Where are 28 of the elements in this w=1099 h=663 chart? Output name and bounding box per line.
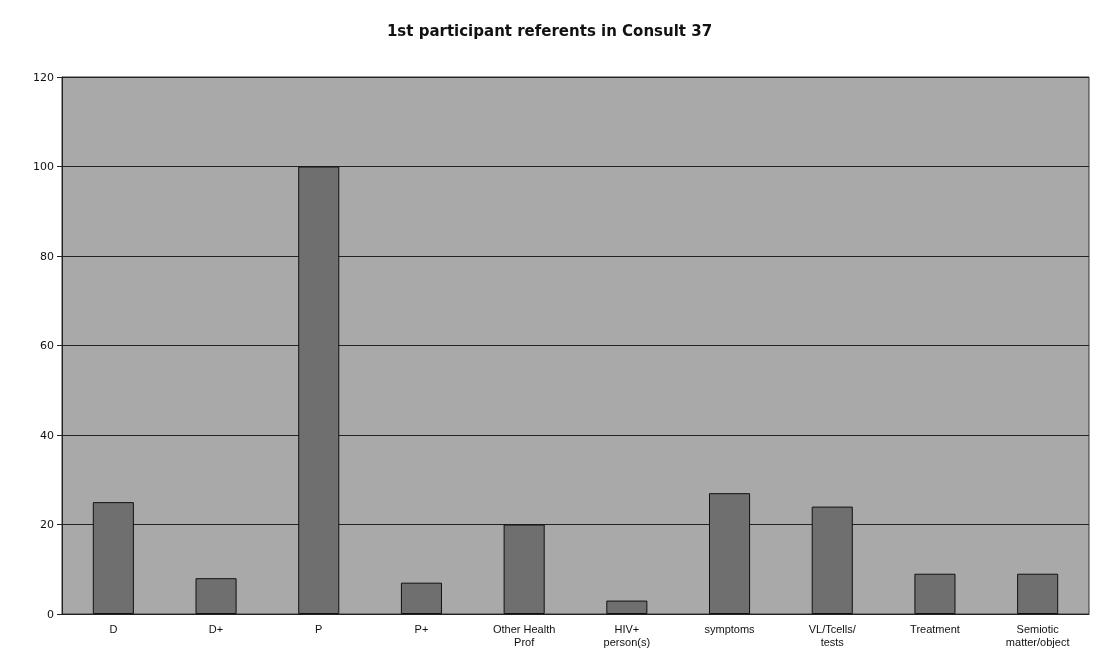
bar	[400, 582, 442, 614]
y-tick-label: 20	[40, 518, 54, 531]
bar	[606, 600, 648, 614]
x-tick-label: Semiotic matter/object	[1005, 622, 1070, 648]
x-tick-label: D	[109, 622, 118, 635]
y-tick-label: 100	[33, 160, 54, 173]
bar	[709, 493, 751, 614]
bar	[298, 166, 340, 614]
bar	[914, 573, 956, 614]
x-tick-label: HIV+ person(s)	[603, 622, 651, 648]
y-tick-label: 60	[40, 339, 54, 352]
y-tick-label: 80	[40, 249, 54, 263]
x-tick-label: Other Health Prof	[492, 622, 556, 648]
bar	[503, 524, 545, 614]
bar	[811, 506, 853, 614]
bar	[195, 578, 237, 614]
x-tick-label: P+	[414, 622, 429, 635]
chart-title: 1st participant referents in Consult 37	[386, 21, 713, 40]
y-tick-label: 120	[33, 70, 54, 84]
x-tick-label: P	[315, 622, 323, 635]
bar	[92, 502, 134, 614]
x-tick-label: VL/Tcells/ tests	[808, 622, 857, 648]
x-tick-label: Treatment	[910, 622, 960, 635]
bar	[1017, 573, 1059, 614]
y-tick-label: 40	[40, 428, 54, 442]
x-tick-label: D+	[208, 622, 224, 635]
x-tick-label: symptoms	[704, 622, 756, 635]
y-tick-label: 0	[47, 607, 54, 621]
